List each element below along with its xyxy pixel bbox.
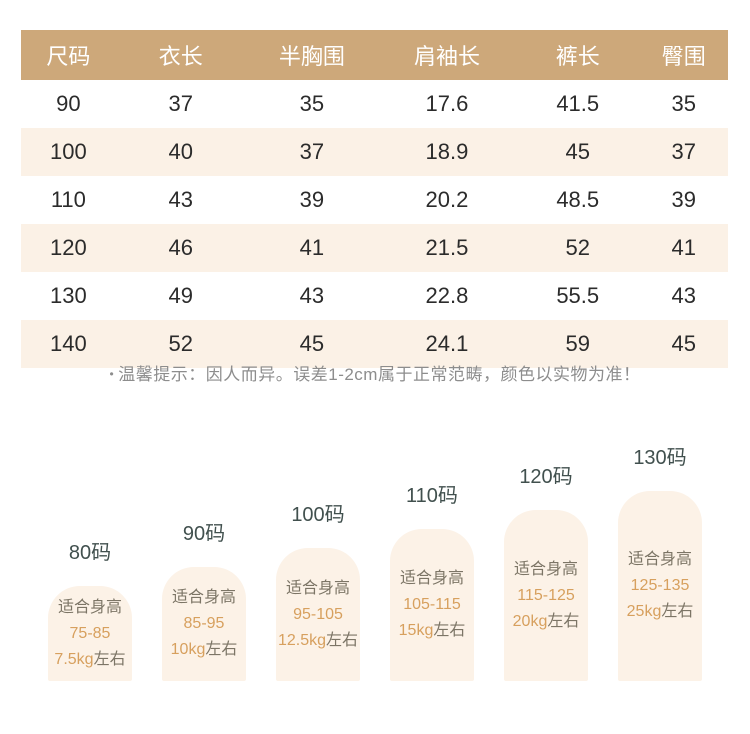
table-cell: 24.1 bbox=[378, 320, 516, 368]
bar-weight-value: 25kg bbox=[626, 603, 662, 620]
bar-size-label: 110码 bbox=[406, 485, 458, 507]
table-cell: 37 bbox=[639, 128, 728, 176]
bar-size-label: 90码 bbox=[182, 523, 226, 545]
table-cell: 22.8 bbox=[425, 283, 469, 308]
table-cell: 45 bbox=[515, 128, 640, 176]
table-header-row: 尺码 衣长 半胸围 肩袖长 裤长 臀围 bbox=[21, 30, 728, 80]
table-cell: 35 bbox=[671, 91, 697, 116]
size-bar: 适合身高 125-135 25kg左右 bbox=[618, 491, 702, 681]
table-cell: 40 bbox=[115, 128, 246, 176]
table-cell: 45 bbox=[245, 320, 379, 368]
table-cell: 43 bbox=[671, 283, 697, 308]
bar-size-label: 100码 bbox=[291, 504, 345, 526]
table-cell: 55.5 bbox=[556, 283, 600, 308]
bar-weight-value: 12.5kg bbox=[277, 631, 327, 649]
table-cell: 140 bbox=[21, 320, 116, 368]
bar-fit-label: 适合身高 bbox=[57, 598, 122, 616]
table-cell: 49 bbox=[168, 283, 194, 308]
size-bar: 适合身高 95-105 12.5kg左右 bbox=[276, 548, 360, 681]
table-cell: 41.5 bbox=[556, 91, 600, 116]
bar-fit-label: 适合身高 bbox=[627, 551, 692, 568]
size-bar: 适合身高 75-85 7.5kg左右 bbox=[48, 586, 132, 681]
bar-height-range: 105-115 bbox=[403, 596, 461, 613]
bar-height-range: 125-135 bbox=[630, 577, 690, 594]
bar-weight-suffix: 左右 bbox=[205, 641, 238, 658]
bar-weight-suffix: 左右 bbox=[661, 603, 694, 620]
table-row: 140 52 45 24.1 59 45 bbox=[21, 320, 728, 368]
size-note: • 温馨提示：因人而异。误差1-2cm属于正常范畴，颜色以实物为准！ bbox=[0, 363, 750, 386]
table-cell: 39 bbox=[299, 187, 325, 212]
bar-height-range: 85-95 bbox=[183, 615, 225, 632]
table-header-cell: 臀围 bbox=[639, 30, 728, 80]
size-bar: 适合身高 85-95 10kg左右 bbox=[162, 567, 246, 681]
bar-height-range: 115-125 bbox=[517, 586, 575, 604]
bar-size-label: 130码 bbox=[633, 447, 687, 469]
bar-fit-label: 适合身高 bbox=[171, 589, 236, 606]
table-cell: 18.9 bbox=[378, 128, 516, 176]
table-row: 90 37 35 17.6 41.5 35 bbox=[21, 80, 728, 128]
table-header-cell: 尺码 bbox=[21, 30, 116, 80]
table-cell: 17.6 bbox=[425, 91, 469, 116]
bar-height-range: 95-105 bbox=[293, 605, 343, 623]
bar-fit-label: 适合身高 bbox=[285, 579, 350, 597]
bar-weight: 25kg左右 bbox=[627, 599, 694, 625]
table-cell: 100 bbox=[21, 128, 116, 176]
table-cell: 45 bbox=[639, 320, 728, 368]
table-cell: 52 bbox=[115, 320, 246, 368]
bar-weight-value: 7.5kg bbox=[54, 650, 94, 668]
table-row: 110 43 39 20.2 48.5 39 bbox=[21, 176, 728, 224]
table-cell: 52 bbox=[515, 224, 640, 272]
table-cell: 48.5 bbox=[556, 187, 600, 212]
note-bullet-icon: • bbox=[109, 367, 115, 381]
size-table: 尺码 衣长 半胸围 肩袖长 裤长 臀围 90 37 35 17.6 41.5 35 100 40 37 18… bbox=[21, 30, 728, 368]
table-cell: 35 bbox=[299, 91, 325, 116]
table-cell: 37 bbox=[245, 128, 379, 176]
bar-weight-suffix: 左右 bbox=[93, 650, 126, 668]
table-cell: 21.5 bbox=[378, 224, 516, 272]
bar-weight: 7.5kg左右 bbox=[54, 647, 125, 673]
table-row: 100 40 37 18.9 45 37 bbox=[21, 128, 728, 176]
bar-weight: 10kg左右 bbox=[171, 637, 238, 663]
bar-weight-suffix: 左右 bbox=[547, 612, 580, 630]
table-row: 120 46 41 21.5 52 41 bbox=[21, 224, 728, 272]
table-cell: 59 bbox=[515, 320, 640, 368]
note-text: 温馨提示：因人而异。误差1-2cm属于正常范畴，颜色以实物为准！ bbox=[118, 365, 641, 384]
table-cell: 37 bbox=[168, 91, 194, 116]
bar-height-range: 75-85 bbox=[69, 624, 111, 642]
table-cell: 130 bbox=[50, 283, 87, 308]
size-bar: 适合身高 115-125 20kg左右 bbox=[504, 510, 588, 681]
table-cell: 120 bbox=[21, 224, 116, 272]
bar-weight-suffix: 左右 bbox=[433, 622, 466, 639]
table-row: 130 49 43 22.8 55.5 43 bbox=[21, 272, 728, 320]
table-cell: 39 bbox=[671, 187, 697, 212]
bar-size-label: 80码 bbox=[68, 542, 112, 564]
bar-weight: 15kg左右 bbox=[399, 618, 466, 644]
table-cell: 90 bbox=[56, 91, 81, 116]
bar-fit-label: 适合身高 bbox=[513, 560, 578, 578]
table-header-cell: 半胸围 bbox=[245, 30, 379, 80]
table-cell: 41 bbox=[245, 224, 379, 272]
bar-weight: 12.5kg左右 bbox=[278, 628, 358, 654]
table-header-cell: 裤长 bbox=[515, 30, 640, 80]
table-cell: 41 bbox=[639, 224, 728, 272]
table-cell: 20.2 bbox=[425, 187, 469, 212]
table-cell: 43 bbox=[168, 187, 194, 212]
bar-size-label: 120码 bbox=[519, 466, 573, 488]
table-cell: 46 bbox=[115, 224, 246, 272]
table-cell: 43 bbox=[299, 283, 325, 308]
bar-weight-value: 10kg bbox=[170, 641, 206, 658]
table-cell: 110 bbox=[50, 187, 86, 212]
table-header-cell: 衣长 bbox=[115, 30, 246, 80]
bar-weight-value: 15kg bbox=[398, 622, 434, 639]
size-bar: 适合身高 105-115 15kg左右 bbox=[390, 529, 474, 681]
bar-weight-suffix: 左右 bbox=[326, 631, 359, 649]
bar-weight-value: 20kg bbox=[512, 612, 548, 630]
bar-fit-label: 适合身高 bbox=[399, 570, 464, 587]
bar-weight: 20kg左右 bbox=[513, 609, 580, 635]
table-header-cell: 肩袖长 bbox=[378, 30, 516, 80]
